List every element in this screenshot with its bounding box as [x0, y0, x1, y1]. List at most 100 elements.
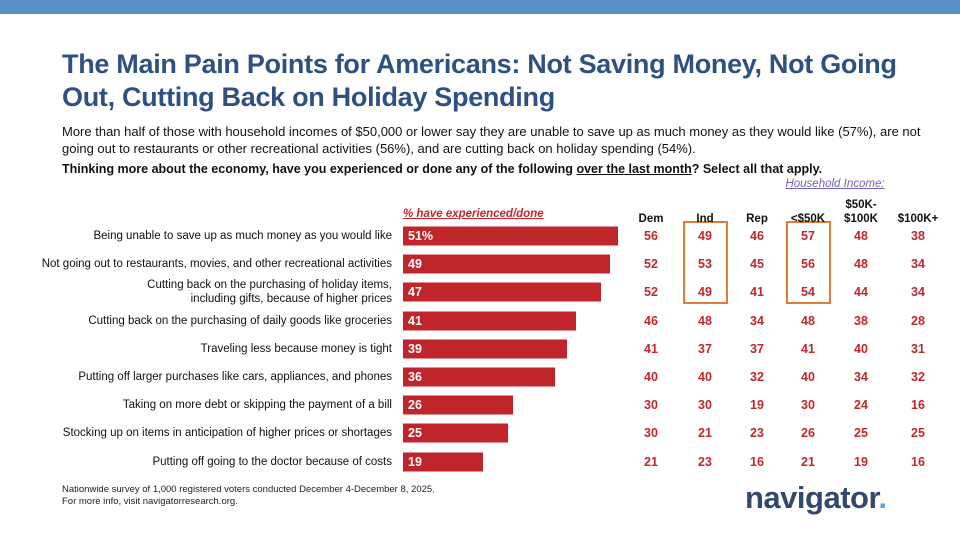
- bar: [403, 423, 509, 443]
- table-cell: 30: [644, 398, 658, 413]
- column-header: $50K- $100K: [844, 199, 878, 225]
- table-cell: 52: [644, 257, 658, 272]
- bar: [403, 226, 618, 246]
- table-cell: 34: [911, 257, 925, 272]
- question-text: Thinking more about the economy, have yo…: [62, 162, 573, 176]
- column-header: $100K+: [897, 213, 939, 225]
- footnote: Nationwide survey of 1,000 registered vo…: [62, 484, 435, 495]
- table-cell: 56: [644, 229, 658, 243]
- logo-dot: .: [878, 480, 887, 515]
- top-band: [0, 0, 960, 14]
- table-cell: 46: [750, 229, 764, 243]
- table-cell: 37: [750, 341, 764, 356]
- category-label: Putting off going to the doctor because …: [152, 455, 392, 468]
- highlight-box: [786, 221, 831, 304]
- table-cell: 34: [750, 313, 764, 328]
- data-label: 51%: [408, 229, 434, 243]
- table-cell: 57: [801, 229, 815, 243]
- table-cell: 40: [801, 370, 815, 384]
- data-label: 36: [408, 370, 422, 384]
- table-cell: 41: [750, 285, 764, 300]
- table-cell: 32: [911, 370, 925, 384]
- question-text: ? Select all that apply.: [691, 162, 823, 176]
- category-label: Not going out to restaurants, movies, an…: [41, 258, 392, 271]
- table-cell: 30: [644, 426, 658, 441]
- table-cell: 52: [644, 285, 658, 300]
- subtitle: More than half of those with household i…: [62, 124, 921, 156]
- bar: [403, 367, 555, 387]
- data-label: 47: [408, 285, 422, 300]
- data-label: 19: [408, 454, 422, 469]
- table-cell: 21: [698, 426, 712, 441]
- table-cell: 31: [911, 341, 925, 356]
- table-cell: 37: [698, 341, 712, 356]
- table-cell: 34: [911, 285, 925, 300]
- table-cell: 19: [854, 454, 868, 469]
- table-cell: 16: [911, 454, 925, 469]
- table-cell: 25: [911, 426, 925, 441]
- category-label: Cutting back on the purchasing of daily …: [88, 314, 392, 327]
- data-label: 41: [408, 313, 422, 328]
- category-label: Traveling less because money is tight: [200, 342, 392, 355]
- column-header: Ind: [696, 213, 714, 225]
- table-cell: 54: [801, 285, 815, 300]
- table-cell: 38: [911, 229, 925, 243]
- group-label: Household Income:: [785, 178, 885, 190]
- table-cell: 49: [698, 285, 712, 300]
- data-label: 39: [408, 341, 422, 356]
- column-header: <$50K: [790, 213, 826, 225]
- category-label: Putting off larger purchases like cars, …: [78, 371, 392, 383]
- data-label: 25: [408, 426, 422, 441]
- table-cell: 56: [801, 257, 815, 272]
- table-cell: 30: [698, 398, 712, 413]
- table-cell: 25: [854, 426, 868, 441]
- data-label: 49: [408, 257, 422, 272]
- table-cell: 21: [644, 454, 658, 469]
- table-cell: 26: [801, 426, 815, 441]
- bar: [403, 282, 602, 302]
- footnote: For more info, visit navigatorresearch.o…: [62, 496, 238, 507]
- table-cell: 48: [854, 257, 868, 272]
- table-cell: 46: [644, 313, 658, 328]
- table-cell: 48: [698, 313, 712, 328]
- table-cell: 40: [854, 341, 868, 356]
- table-cell: 32: [750, 370, 764, 384]
- table-cell: 45: [750, 257, 764, 272]
- question: Thinking more about the economy, have yo…: [62, 161, 942, 177]
- question-emphasis: over the last month: [576, 162, 692, 176]
- table-cell: 48: [801, 313, 815, 328]
- table-cell: 40: [698, 370, 712, 384]
- category-label: Being unable to save up as much money as…: [93, 230, 392, 242]
- bar: [403, 452, 484, 472]
- bar: [403, 395, 513, 415]
- title: The Main Pain Points for Americans: Not …: [62, 49, 897, 112]
- table-cell: 30: [801, 398, 815, 413]
- category-label: Cutting back on the purchasing of holida…: [147, 279, 392, 306]
- table-cell: 23: [750, 426, 764, 441]
- column-header: Dem: [638, 213, 664, 225]
- category-label: Stocking up on items in anticipation of …: [62, 427, 392, 440]
- bar: [403, 339, 568, 359]
- bar: [403, 311, 576, 331]
- bar: [403, 254, 610, 274]
- table-cell: 44: [854, 285, 868, 300]
- category-label: Taking on more debt or skipping the paym…: [122, 399, 392, 412]
- table-cell: 48: [854, 229, 868, 243]
- logo: navigator.: [745, 480, 887, 516]
- table-cell: 23: [698, 454, 712, 469]
- value-header: % have experienced/done: [403, 208, 544, 220]
- table-cell: 41: [801, 341, 815, 356]
- table-cell: 28: [911, 313, 925, 328]
- data-label: 26: [408, 398, 422, 413]
- table-cell: 41: [644, 341, 658, 356]
- table-cell: 53: [698, 257, 712, 272]
- column-header: Rep: [746, 213, 768, 225]
- table-cell: 21: [801, 454, 815, 469]
- table-cell: 16: [911, 398, 925, 413]
- table-cell: 49: [698, 229, 712, 243]
- table-cell: 40: [644, 370, 658, 384]
- table-cell: 16: [750, 454, 764, 469]
- logo-text: navigator: [745, 480, 879, 515]
- table-cell: 19: [750, 398, 764, 413]
